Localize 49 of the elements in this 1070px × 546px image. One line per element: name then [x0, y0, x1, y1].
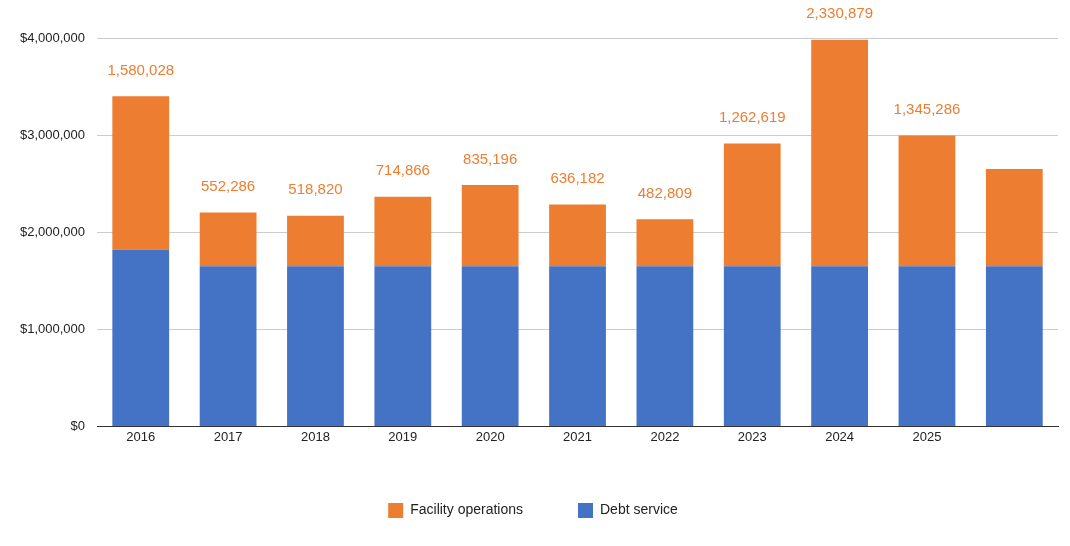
- bar: [374, 196, 432, 267]
- bar: [112, 249, 170, 426]
- bar: [636, 266, 694, 426]
- bar: [898, 135, 956, 267]
- x-tick-label: 2019: [388, 428, 418, 444]
- bar: [811, 266, 868, 426]
- x-tick-label: 2024: [825, 428, 855, 444]
- data-label: 1,262,619: [718, 108, 786, 126]
- data-label: 552,286: [200, 177, 256, 195]
- x-tick-label: 2023: [737, 428, 767, 444]
- bar: [985, 169, 1043, 267]
- x-tick-label: 2017: [213, 428, 243, 444]
- y-tick-label: $4,000,000: [19, 29, 86, 45]
- bar: [723, 143, 781, 267]
- x-tick-label: 2022: [650, 428, 680, 444]
- y-tick-label: $0: [70, 417, 86, 433]
- data-label: 636,182: [550, 169, 605, 187]
- bar: [199, 212, 257, 267]
- bar: [461, 266, 519, 426]
- legend-label: Facility operations: [410, 501, 524, 518]
- data-label: 1,345,286: [893, 100, 961, 118]
- bar: [811, 39, 868, 267]
- data-label: 518,820: [288, 180, 343, 198]
- data-label: 1,580,028: [107, 60, 175, 78]
- y-tick-label: $2,000,000: [19, 223, 86, 239]
- bar: [461, 185, 519, 267]
- data-label: 2,330,879: [806, 4, 873, 22]
- bar: [636, 219, 694, 267]
- data-label: 714,866: [375, 161, 430, 179]
- bar: [199, 266, 257, 426]
- data-label: 835,196: [463, 149, 518, 167]
- bar: [985, 266, 1043, 426]
- bar: [287, 215, 344, 267]
- x-tick-label: 2021: [563, 428, 592, 444]
- bar: [723, 266, 781, 426]
- bar: [549, 204, 606, 267]
- bar: [549, 266, 606, 426]
- bar: [287, 266, 344, 426]
- data-label: 482,809: [637, 183, 693, 201]
- x-tick-label: 2018: [301, 428, 330, 444]
- bar: [112, 96, 170, 250]
- bar: [374, 266, 432, 426]
- x-tick-label: 2016: [126, 428, 156, 444]
- y-tick-label: $3,000,000: [19, 126, 86, 142]
- bar: [898, 266, 956, 426]
- y-tick-label: $1,000,000: [19, 320, 86, 336]
- x-tick-label: 2025: [912, 428, 942, 444]
- x-tick-label: 2020: [475, 428, 505, 444]
- legend-label: Debt service: [600, 501, 679, 518]
